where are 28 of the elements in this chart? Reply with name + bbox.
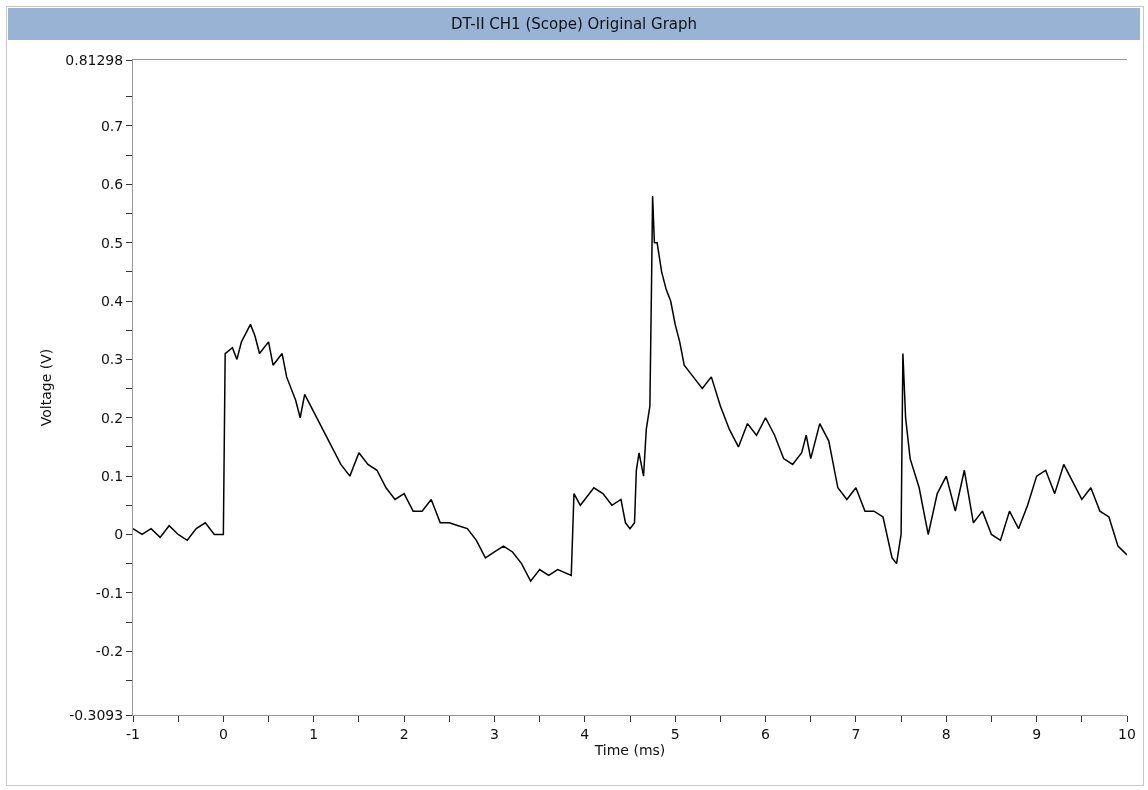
y-tick-label: 0.6: [100, 176, 124, 193]
y-tick-label: 0: [114, 526, 124, 543]
x-axis-title: Time (ms): [593, 742, 666, 759]
y-tick-label: 0.2: [100, 409, 124, 426]
y-tick-label: -0.1: [95, 584, 124, 601]
x-tick-label: 4: [580, 725, 590, 742]
x-tick-label: 6: [761, 725, 771, 742]
y-tick-label: 0.3: [100, 351, 124, 368]
y-axis-title: Voltage (V): [37, 348, 54, 427]
y-tick-label: -0.3093: [69, 706, 124, 723]
y-tick-label: 0.7: [100, 117, 124, 134]
x-tick-label: 7: [851, 725, 861, 742]
x-tick-label: 9: [1032, 725, 1042, 742]
y-tick-label: -0.2: [95, 643, 124, 660]
x-tick-label: 3: [489, 725, 499, 742]
x-tick-label: 0: [218, 725, 228, 742]
x-tick-label: -1: [126, 725, 140, 742]
chart-title: DT-II CH1 (Scope) Original Graph: [8, 8, 1140, 40]
y-tick-label: 0.1: [100, 468, 124, 485]
x-tick-label: 5: [670, 725, 680, 742]
y-tick-label: 0.81298: [65, 51, 124, 68]
x-tick-label: 8: [941, 725, 951, 742]
line-series: [133, 195, 1127, 582]
y-tick-label: 0.5: [100, 234, 124, 251]
y-tick-label: 0.4: [100, 292, 124, 309]
x-tick-label: 2: [399, 725, 409, 742]
x-tick-label: 1: [309, 725, 319, 742]
x-tick-label: 10: [1118, 725, 1136, 742]
